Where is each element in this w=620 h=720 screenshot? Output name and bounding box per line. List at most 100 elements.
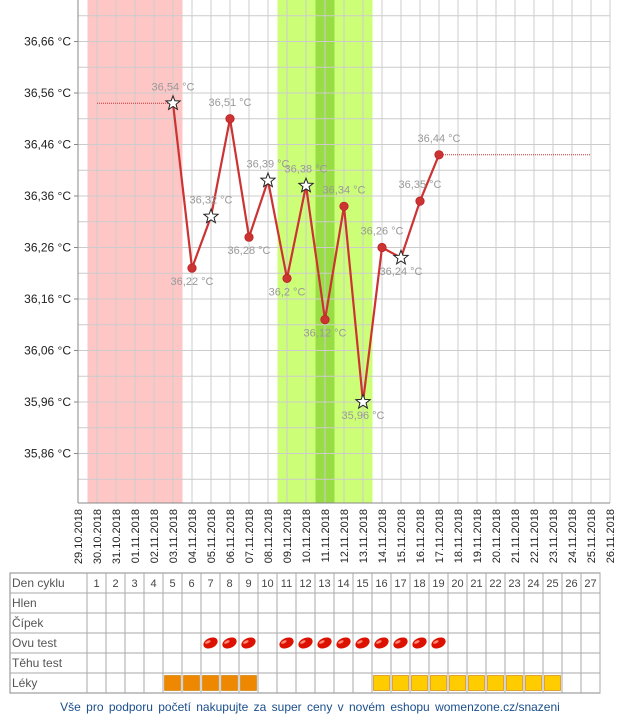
- cycle-day-number: 20: [451, 578, 463, 590]
- ovu-test-highlight: [243, 640, 249, 644]
- cycle-day-number: 23: [508, 578, 520, 590]
- x-tick-label: 07.11.2018: [244, 509, 256, 563]
- y-tick-label: 36,16 °C: [24, 292, 71, 306]
- temperature-point-star: [392, 248, 410, 266]
- ovu-test-highlight: [205, 640, 211, 644]
- x-tick-label: 24.11.2018: [567, 509, 579, 563]
- cycle-day-number: 12: [299, 578, 311, 590]
- leky-box: [202, 675, 219, 691]
- x-tick-label: 18.11.2018: [453, 509, 465, 563]
- temperature-point: [225, 114, 235, 124]
- y-tick-label: 35,96 °C: [24, 395, 71, 409]
- cycle-day-number: 26: [565, 578, 577, 590]
- cycle-day-number: 22: [489, 578, 501, 590]
- temperature-point: [244, 232, 254, 242]
- ovu-test-highlight: [338, 640, 344, 644]
- ovu-test-highlight: [395, 640, 401, 644]
- data-label: 36,38 °C: [285, 164, 328, 176]
- cycle-day-number: 6: [188, 578, 194, 590]
- temperature-point: [377, 242, 387, 253]
- chart-grid: [77, 0, 611, 504]
- data-label: 36,34 °C: [323, 184, 366, 196]
- x-tick-label: 02.11.2018: [149, 509, 161, 563]
- x-tick-label: 13.11.2018: [358, 509, 370, 563]
- cycle-day-number: 8: [226, 578, 232, 590]
- cycle-day-number: 16: [375, 578, 387, 590]
- table-row-label: Čípek: [12, 615, 44, 630]
- x-tick-label: 23.11.2018: [548, 509, 560, 563]
- y-tick-label: 36,46 °C: [24, 138, 71, 152]
- y-tick-label: 35,86 °C: [24, 447, 71, 461]
- cycle-day-number: 1: [93, 578, 99, 590]
- x-tick-label: 20.11.2018: [491, 509, 503, 563]
- x-tick-label: 26.11.2018: [605, 509, 617, 563]
- x-tick-label: 17.11.2018: [434, 509, 446, 563]
- y-axis-ticks: 36,66 °C 36,56 °C 36,46 °C 36,36 °C 36,26 °C…: [24, 35, 78, 461]
- cycle-day-number: 11: [281, 578, 292, 590]
- cycle-day-number: 14: [337, 578, 349, 590]
- ovu-test-icon: [241, 637, 256, 649]
- temperature-point-star: [297, 176, 315, 193]
- ovu-test-icon: [298, 637, 313, 649]
- data-label: 36,39 °C: [247, 159, 290, 171]
- table-row-label: Den cyklu: [12, 576, 65, 590]
- x-tick-label: 01.11.2018: [130, 509, 142, 563]
- x-tick-label: 09.11.2018: [282, 509, 294, 563]
- data-label: 36,28 °C: [228, 245, 271, 257]
- temperature-point: [187, 263, 197, 273]
- x-tick-label: 04.11.2018: [187, 509, 199, 563]
- data-label: 36,12 °C: [304, 328, 347, 340]
- x-tick-label: 05.11.2018: [206, 509, 218, 563]
- ovu-test-highlight: [414, 640, 420, 644]
- data-label: 36,32 °C: [190, 195, 233, 207]
- ovu-test-highlight: [281, 640, 287, 644]
- x-tick-label: 11.11.2018: [320, 509, 332, 562]
- temperature-point-star: [164, 94, 182, 111]
- x-tick-label: 15.11.2018: [396, 509, 408, 563]
- ovu-test-highlight: [319, 640, 325, 644]
- x-tick-label: 30.10.2018: [92, 509, 104, 564]
- cycle-day-number: 3: [131, 578, 137, 590]
- leky-box: [240, 675, 257, 691]
- cycle-table: Den cyklu Hlen Čípek Ovu test Těhu test Léky 1…: [9, 572, 601, 694]
- table-row-label: Těhu test: [12, 656, 63, 670]
- cycle-day-number: 4: [150, 578, 156, 590]
- data-label: 36,24 °C: [380, 266, 423, 278]
- data-labels: 36,54 °C 36,22 °C 36,32 °C 36,51 °C 36,28 °C…: [152, 81, 461, 422]
- cycle-day-number: 27: [584, 578, 596, 590]
- footer-text[interactable]: Vše pro podporu početí nakupujte za supe…: [60, 700, 560, 714]
- temperature-series: [164, 94, 444, 410]
- y-tick-label: 36,56 °C: [24, 86, 71, 100]
- ovu-test-highlight: [300, 640, 306, 644]
- cycle-day-number: 10: [261, 578, 273, 590]
- ovu-test-highlight: [376, 640, 382, 644]
- data-label: 36,54 °C: [152, 81, 195, 93]
- ovu-test-icon: [412, 637, 427, 649]
- temperature-point: [434, 150, 444, 160]
- ovu-test-icon: [374, 637, 389, 649]
- leky-box: [411, 675, 428, 691]
- x-tick-label: 22.11.2018: [529, 509, 541, 563]
- x-tick-label: 16.11.2018: [415, 509, 427, 563]
- cycle-day-number: 18: [413, 578, 425, 590]
- data-label: 36,26 °C: [361, 226, 404, 238]
- data-label: 36,2 °C: [269, 286, 306, 298]
- x-tick-label: 29.10.2018: [73, 509, 85, 564]
- reference-lines: [97, 102, 591, 156]
- x-tick-label: 03.11.2018: [168, 509, 180, 563]
- x-tick-label: 12.11.2018: [339, 509, 351, 563]
- data-label: 35,96 °C: [342, 410, 385, 422]
- data-label: 36,51 °C: [209, 97, 252, 109]
- leky-box: [183, 675, 200, 691]
- cycle-day-number: 19: [432, 578, 444, 590]
- ovu-test-highlight: [357, 640, 363, 644]
- leky-box: [544, 675, 561, 691]
- ovu-test-icon: [317, 637, 332, 649]
- data-label: 36,22 °C: [171, 276, 214, 288]
- temperature-point: [320, 314, 330, 325]
- leky-box: [221, 675, 238, 691]
- data-label: 36,35 °C: [399, 179, 442, 191]
- temperature-point-star: [259, 171, 277, 188]
- x-tick-label: 10.11.2018: [301, 509, 313, 563]
